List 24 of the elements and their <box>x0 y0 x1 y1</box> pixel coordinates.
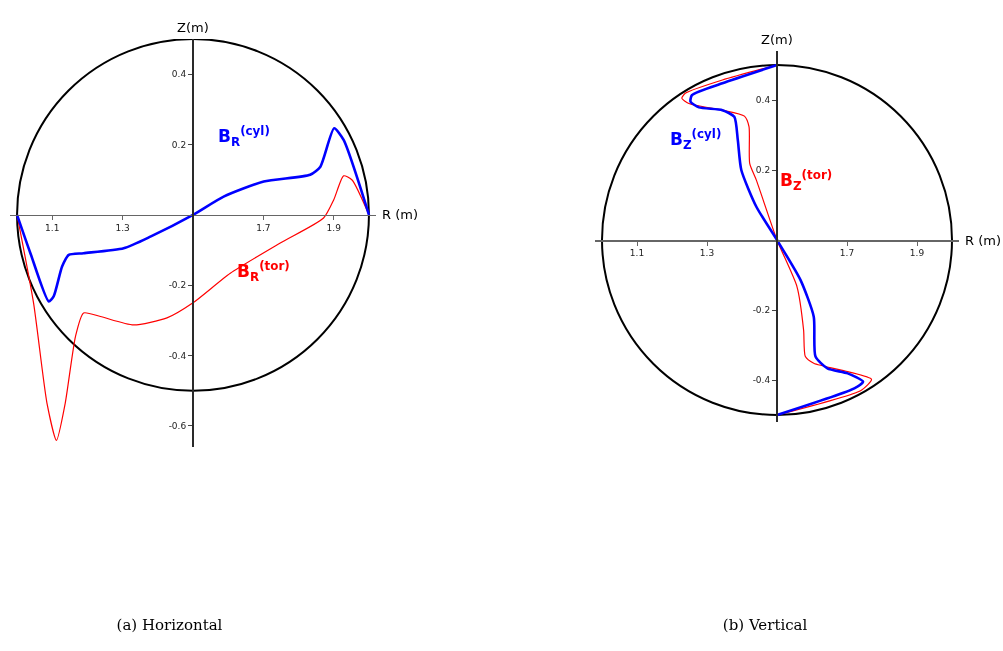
y-tick-label: 0.4 <box>171 69 187 80</box>
y-tick-label: -0.2 <box>752 305 771 316</box>
y-axis-title: Z(m) <box>761 32 793 47</box>
y-tick-label: 0.4 <box>755 95 771 106</box>
y-tick-label: -0.6 <box>168 421 187 432</box>
x-tick-label: 1.3 <box>699 248 715 259</box>
x-tick-label: 1.7 <box>256 223 271 234</box>
text: (a) Horizontal <box>116 616 223 635</box>
x-tick-label: 1.9 <box>909 248 925 259</box>
x-tick-label: 1.3 <box>115 223 130 234</box>
y-tick-label: 0.2 <box>171 139 187 150</box>
y-tick-label: -0.4 <box>752 375 771 386</box>
x-tick-label: 1.9 <box>326 223 342 234</box>
y-tick-label: -0.2 <box>168 280 187 291</box>
x-axis-title: R (m) <box>382 207 418 222</box>
x-tick-label: 1.7 <box>839 248 855 259</box>
y-tick-label: 0.2 <box>755 165 771 176</box>
y-tick-label: -0.4 <box>168 350 187 361</box>
line-series <box>15 127 371 303</box>
x-tick-label: 1.1 <box>629 248 645 259</box>
y-axis-title: Z(m) <box>177 20 209 35</box>
x-tick-label: 1.1 <box>45 223 60 234</box>
text: (b) Vertical <box>722 616 808 635</box>
x-axis-title: R (m) <box>965 233 1001 248</box>
